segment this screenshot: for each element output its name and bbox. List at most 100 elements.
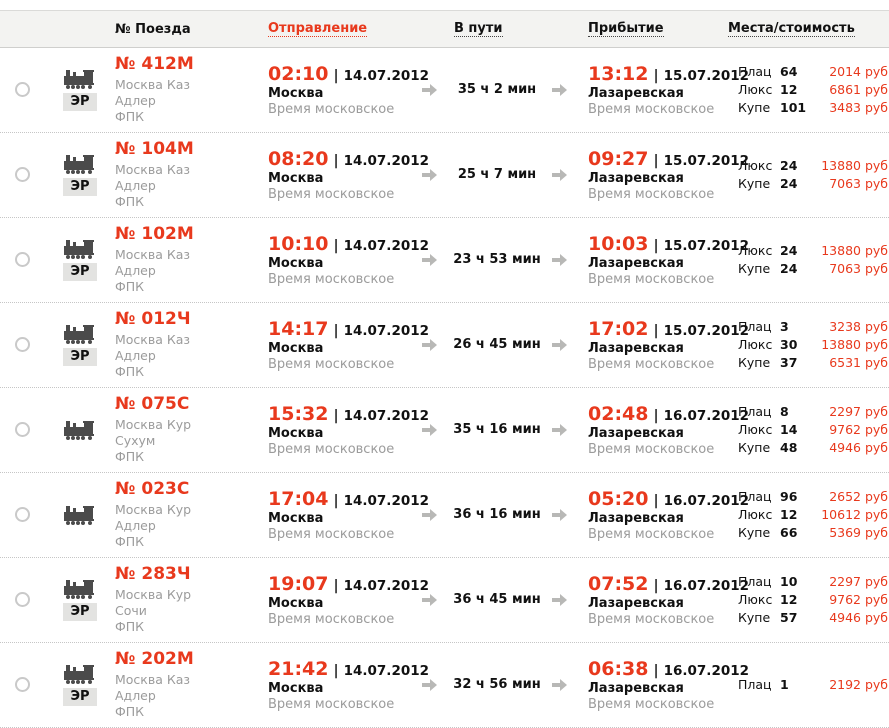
column-header-seats[interactable]: Места/стоимость: [728, 21, 855, 37]
train-info-cell: № 202М Москва Каз Адлер ФПК: [112, 649, 265, 720]
departure-cell: 17:04 | 14.07.2012 Москва Время московск…: [265, 488, 429, 542]
train-select-radio[interactable]: [15, 592, 30, 607]
departure-timezone: Время московское: [268, 696, 395, 712]
seat-class-label: Люкс: [738, 421, 773, 437]
radio-cell: [0, 82, 48, 97]
seat-class-row: Купе 66 5369 руб.: [738, 524, 889, 542]
datetime-separator: |: [653, 237, 659, 254]
arrow-right-icon: [422, 593, 442, 606]
departure-date: 14.07.2012: [343, 152, 430, 169]
arrival-timezone: Время московское: [588, 441, 715, 457]
seat-class-label: Купе: [738, 524, 771, 540]
train-select-radio[interactable]: [15, 337, 30, 352]
column-header-arrival[interactable]: Прибытие: [588, 21, 664, 37]
seat-class-row: Люкс 14 9762 руб.: [738, 421, 889, 439]
train-info-cell: № 102М Москва Каз Адлер ФПК: [112, 224, 265, 295]
departure-date: 14.07.2012: [343, 492, 430, 509]
seat-price: 7063 руб.: [829, 260, 889, 276]
seat-class-row: Плац 10 2297 руб.: [738, 573, 889, 591]
route-line: Москва Кур: [115, 502, 192, 517]
departure-city: Москва: [268, 170, 324, 186]
train-number-link[interactable]: № 202М: [115, 649, 194, 669]
departure-time: 14:17: [268, 317, 329, 340]
route-line: Москва Каз: [115, 247, 191, 262]
train-select-radio[interactable]: [15, 507, 30, 522]
train-info-cell: № 012Ч Москва Каз Адлер ФПК: [112, 309, 265, 380]
datetime-separator: |: [333, 662, 339, 679]
train-select-radio[interactable]: [15, 252, 30, 267]
seat-class-row: Люкс 24 13880 руб.: [738, 242, 889, 260]
arrival-timezone: Время московское: [588, 356, 715, 372]
datetime-separator: |: [333, 492, 339, 509]
route-line: Москва Каз: [115, 672, 191, 687]
arrow-right-icon: [552, 593, 572, 606]
seat-price: 2652 руб.: [829, 488, 889, 504]
departure-timezone: Время московское: [268, 101, 395, 117]
train-select-radio[interactable]: [15, 422, 30, 437]
arrival-date: 16.07.2012: [663, 407, 750, 424]
departure-cell: 21:42 | 14.07.2012 Москва Время московск…: [265, 657, 429, 712]
seat-count: 12: [780, 506, 798, 522]
arrow-right-icon: [552, 678, 572, 691]
datetime-separator: |: [653, 152, 659, 169]
column-header-train-number: № Поезда: [115, 21, 191, 37]
seat-class-row: Плац 96 2652 руб.: [738, 488, 889, 506]
train-icon: [63, 504, 97, 526]
seat-count: 10: [780, 573, 798, 589]
column-header-departure[interactable]: Отправление: [268, 21, 368, 37]
column-header-duration[interactable]: В пути: [454, 21, 503, 37]
train-row: № 023С Москва Кур Адлер ФПК 17:04 | 14.07.…: [0, 473, 889, 558]
trip-duration: 26 ч 45 мин: [453, 337, 541, 352]
train-select-radio[interactable]: [15, 167, 30, 182]
departure-date: 14.07.2012: [343, 662, 430, 679]
arrival-time: 13:12: [588, 62, 649, 85]
train-number-link[interactable]: № 075С: [115, 394, 190, 414]
train-number-link[interactable]: № 104М: [115, 139, 194, 159]
train-icon-cell: ЭР: [48, 663, 112, 706]
seat-class-row: Купе 37 6531 руб.: [738, 354, 889, 372]
seats-list: Плац 1 2192 руб.: [726, 676, 889, 694]
seat-class-label: Люкс: [738, 157, 773, 173]
datetime-separator: |: [653, 67, 659, 84]
train-select-radio[interactable]: [15, 677, 30, 692]
arrival-cell: 05:20 | 16.07.2012 Лазаревская Время мос…: [572, 488, 749, 542]
departure-city: Москва: [268, 510, 324, 526]
seat-count: 8: [780, 403, 789, 419]
route-line: Адлер: [115, 348, 156, 363]
datetime-separator: |: [653, 662, 659, 679]
train-icon: [63, 238, 97, 260]
train-route: Москва Кур Сочи ФПК: [115, 587, 265, 635]
seat-price: 2014 руб.: [829, 63, 889, 79]
radio-cell: [0, 252, 48, 267]
datetime-separator: |: [333, 577, 339, 594]
route-line: Адлер: [115, 688, 156, 703]
departure-cell: 14:17 | 14.07.2012 Москва Время московск…: [265, 317, 429, 372]
train-number-link[interactable]: № 023С: [115, 479, 190, 499]
departure-cell: 15:32 | 14.07.2012 Москва Время московск…: [265, 403, 429, 457]
train-select-radio[interactable]: [15, 82, 30, 97]
route-line: ФПК: [115, 279, 145, 294]
seat-count: 96: [780, 488, 798, 504]
train-icon: [63, 153, 97, 175]
arrow-right-icon: [552, 168, 572, 181]
train-number-link[interactable]: № 102М: [115, 224, 194, 244]
arrow-right-icon: [422, 423, 442, 436]
seat-count: 3: [780, 318, 789, 334]
departure-timezone: Время московское: [268, 271, 395, 287]
train-icon: [63, 663, 97, 685]
seat-price: 2297 руб.: [829, 573, 889, 589]
train-number-link[interactable]: № 012Ч: [115, 309, 191, 329]
departure-time: 21:42: [268, 657, 329, 680]
departure-time: 19:07: [268, 572, 329, 595]
arrival-timezone: Время московское: [588, 526, 715, 542]
datetime-separator: |: [653, 492, 659, 509]
train-row: № 075С Москва Кур Сухум ФПК 15:32 | 14.07.…: [0, 388, 889, 473]
seat-price: 9762 руб.: [829, 591, 889, 607]
arrival-date: 15.07.2012: [663, 152, 750, 169]
route-line: Адлер: [115, 93, 156, 108]
arrow-right-icon: [422, 168, 442, 181]
train-number-link[interactable]: № 412М: [115, 54, 194, 74]
seat-price: 13880 руб.: [821, 242, 889, 258]
seat-class-row: Купе 24 7063 руб.: [738, 260, 889, 278]
train-number-link[interactable]: № 283Ч: [115, 564, 191, 584]
